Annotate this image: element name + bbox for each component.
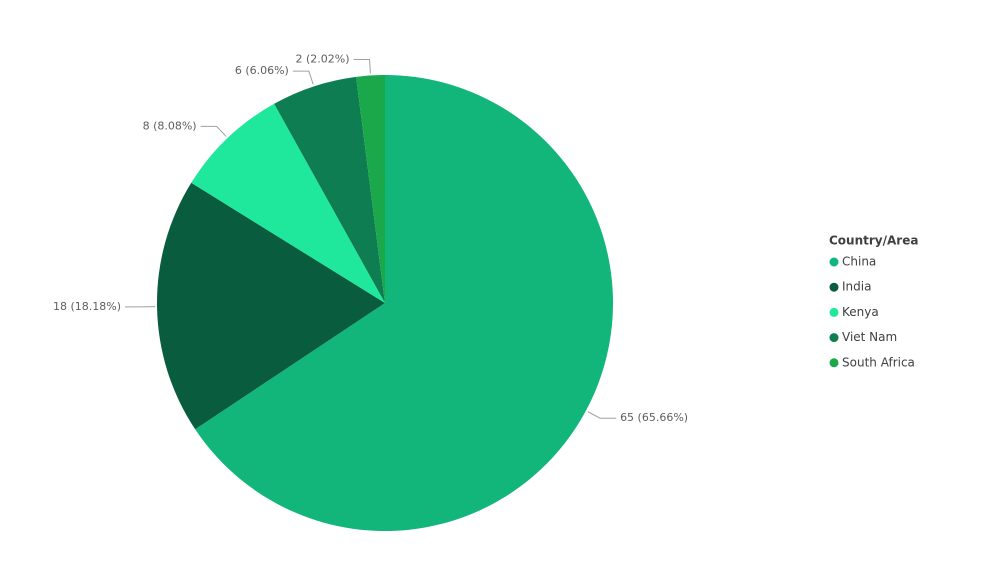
pie-slice: [157, 182, 385, 430]
legend-marker: [829, 282, 839, 292]
leader-line: [200, 125, 227, 137]
pie-slice: [274, 76, 385, 303]
legend-marker: [829, 257, 839, 267]
pie-slice: [195, 75, 613, 531]
data-label: 65 (65.66%): [620, 411, 688, 424]
legend-marker: [829, 333, 839, 343]
data-label: 2 (2.02%): [295, 52, 349, 65]
data-label: 6 (6.06%): [235, 64, 289, 77]
data-label: 18 (18.18%): [53, 300, 121, 313]
legend-item: Kenya: [842, 305, 879, 319]
pie-slice: [191, 103, 385, 303]
leader-line: [353, 58, 371, 74]
legend-item: South Africa: [842, 355, 915, 369]
leader-line: [292, 70, 314, 85]
legend-item: Viet Nam: [842, 330, 897, 344]
legend-marker: [829, 358, 839, 368]
legend-marker: [829, 307, 839, 317]
leader-line: [587, 411, 617, 419]
data-label: 8 (8.08%): [143, 119, 197, 132]
legend-item: China: [842, 255, 876, 269]
pie-slice: [356, 75, 385, 303]
legend-title: Country/Area: [829, 234, 918, 248]
legend-item: India: [842, 280, 871, 294]
